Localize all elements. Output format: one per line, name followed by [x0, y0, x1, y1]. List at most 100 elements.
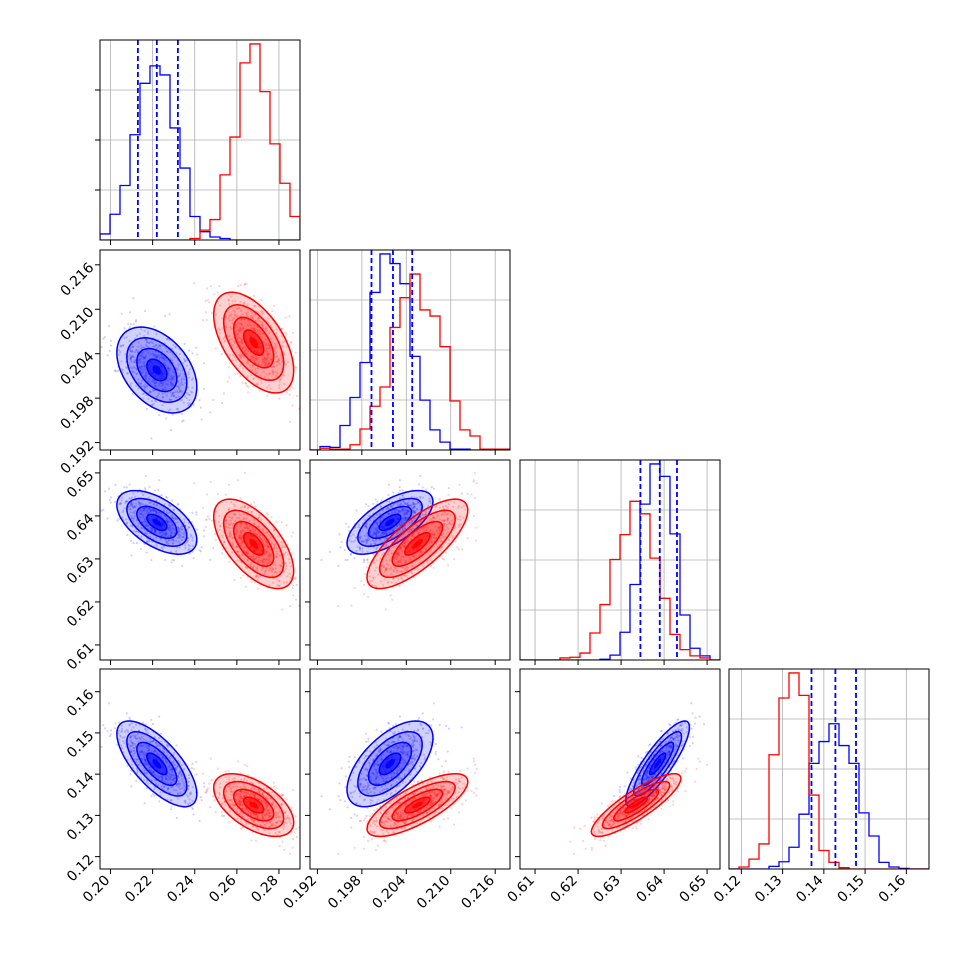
scatter-point — [411, 501, 414, 504]
scatter-point — [245, 551, 248, 554]
scatter-point — [239, 544, 242, 547]
scatter-point — [130, 514, 133, 518]
scatter-point — [152, 773, 156, 776]
scatter-point — [399, 531, 403, 534]
scatter-point — [256, 329, 259, 332]
scatter-point — [269, 824, 272, 827]
scatter-point — [170, 514, 173, 518]
scatter-point — [231, 299, 234, 302]
scatter-point — [393, 566, 396, 569]
scatter-point — [244, 382, 247, 385]
scatter-point — [183, 395, 187, 398]
scatter-point — [117, 349, 120, 352]
scatter-point — [209, 480, 212, 483]
scatter-point — [396, 561, 399, 564]
scatter-point — [131, 502, 134, 506]
scatter-point — [430, 532, 433, 535]
scatter-point — [224, 493, 227, 496]
scatter-point — [383, 565, 386, 569]
scatter-point — [390, 573, 393, 576]
scatter-point — [224, 525, 227, 529]
scatter-point — [248, 520, 251, 523]
scatter-point — [149, 509, 152, 512]
scatter-point — [135, 530, 138, 533]
scatter-point — [277, 812, 280, 815]
scatter-point — [280, 546, 283, 549]
panel-3-0 — [95, 668, 301, 874]
scatter-point — [129, 511, 133, 514]
scatter-point — [249, 327, 253, 330]
scatter-point — [250, 787, 253, 790]
scatter-point — [191, 377, 194, 380]
scatter-point — [172, 538, 175, 542]
scatter-point — [130, 748, 133, 751]
scatter-point — [165, 521, 168, 524]
scatter-point — [241, 803, 245, 806]
scatter-point — [149, 526, 152, 529]
scatter-point — [177, 775, 180, 778]
scatter-point — [347, 526, 350, 529]
scatter-point — [222, 814, 226, 818]
scatter-point — [143, 760, 147, 764]
scatter-point — [150, 526, 153, 529]
scatter-point — [191, 806, 194, 809]
scatter-point — [118, 721, 121, 724]
scatter-point — [260, 298, 263, 302]
scatter-point — [221, 547, 224, 551]
scatter-point — [238, 536, 241, 539]
scatter-point — [116, 519, 119, 522]
scatter-point — [165, 359, 168, 362]
scatter-point — [433, 532, 436, 536]
scatter-point — [247, 362, 250, 365]
scatter-point — [357, 526, 360, 529]
scatter-point — [227, 317, 230, 320]
scatter-point — [264, 328, 267, 332]
scatter-point — [376, 559, 379, 562]
scatter-point — [275, 816, 278, 819]
scatter-point — [268, 559, 271, 562]
density-contour-0-2 — [367, 505, 413, 540]
scatter-point — [174, 766, 177, 770]
scatter-point — [406, 568, 409, 571]
scatter-point — [173, 391, 177, 394]
scatter-point — [189, 791, 192, 794]
scatter-point — [182, 361, 185, 364]
scatter-point — [267, 321, 270, 324]
scatter-point — [385, 574, 388, 577]
scatter-point — [185, 364, 188, 367]
scatter-point — [235, 307, 238, 310]
scatter-point — [168, 369, 171, 372]
scatter-point — [154, 530, 157, 533]
scatter-point — [161, 756, 164, 759]
scatter-point — [256, 587, 259, 590]
scatter-point — [235, 545, 238, 548]
scatter-point — [143, 802, 146, 805]
scatter-point — [177, 526, 180, 530]
scatter-point — [126, 372, 129, 375]
scatter-point — [277, 535, 280, 538]
scatter-point — [132, 511, 135, 514]
scatter-point — [355, 536, 358, 539]
scatter-point — [412, 554, 415, 557]
scatter-point — [369, 542, 372, 546]
scatter-point — [167, 542, 170, 546]
scatter-point — [399, 546, 402, 549]
scatter-point — [144, 374, 148, 377]
scatter-point — [216, 767, 219, 770]
scatter-point — [268, 344, 271, 347]
scatter-point — [149, 740, 152, 743]
scatter-point — [148, 766, 151, 769]
scatter-point — [204, 791, 207, 794]
scatter-point — [406, 510, 409, 514]
scatter-point — [177, 363, 180, 366]
scatter-point — [240, 340, 243, 343]
density-contour-0-3 — [146, 752, 168, 776]
scatter-point — [247, 527, 250, 530]
scatter-point — [148, 341, 151, 344]
scatter-point — [133, 746, 136, 750]
scatter-point — [364, 525, 367, 528]
scatter-point — [153, 529, 156, 532]
scatter-point — [428, 519, 431, 522]
scatter-point — [251, 818, 254, 821]
scatter-point — [180, 764, 183, 767]
